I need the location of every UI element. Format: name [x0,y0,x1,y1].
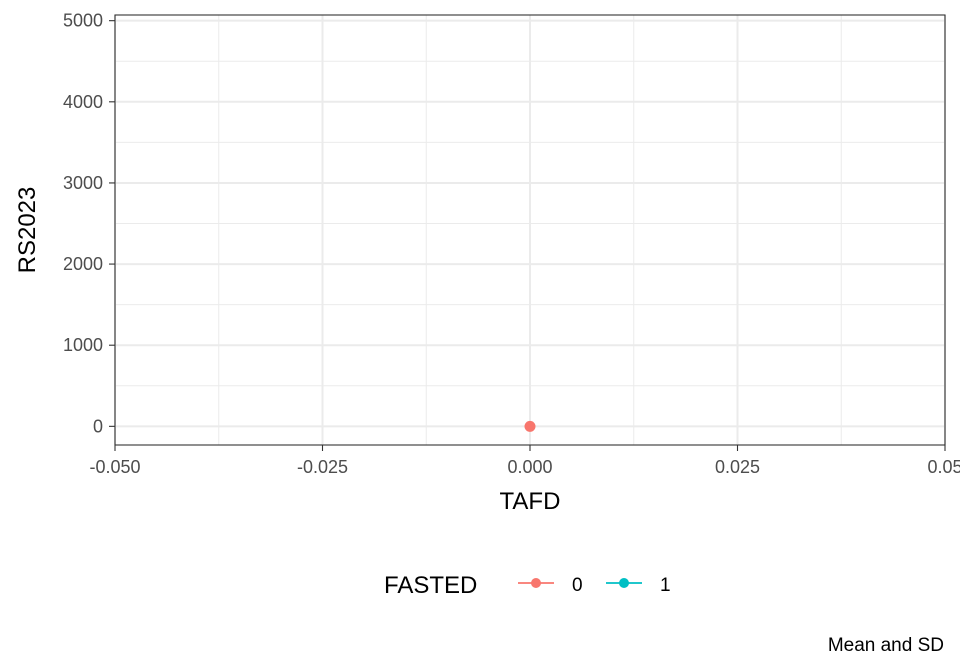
legend-label-1: 1 [660,575,671,596]
data-marks [524,420,536,432]
y-tick-label: 3000 [63,173,103,193]
major-gridlines [114,15,946,445]
legend-key-point-0 [531,578,541,588]
x-tick-label: 0.05 [927,457,960,477]
x-tick-label: 0.025 [715,457,760,477]
x-tick-label: 0.000 [507,457,552,477]
legend: FASTED 0 1 [384,572,671,599]
x-tick-label: -0.050 [89,457,140,477]
x-axis-ticks: -0.050 -0.025 0.000 0.025 0.05 [89,445,960,477]
x-tick-label: -0.025 [297,457,348,477]
y-tick-label: 2000 [63,254,103,274]
y-tick-label: 0 [93,416,103,436]
legend-key-point-1 [619,578,629,588]
y-tick-label: 4000 [63,92,103,112]
y-tick-label: 5000 [63,11,103,31]
y-axis-ticks: 0 1000 2000 3000 4000 5000 [63,11,115,436]
y-tick-label: 1000 [63,335,103,355]
x-axis-title: TAFD [500,488,561,515]
legend-label-0: 0 [572,575,583,596]
legend-title: FASTED [384,572,477,599]
caption: Mean and SD [828,635,944,656]
legend-keys [518,578,642,588]
y-axis-title: RS2023 [14,187,41,274]
data-point-series-0 [524,420,536,432]
